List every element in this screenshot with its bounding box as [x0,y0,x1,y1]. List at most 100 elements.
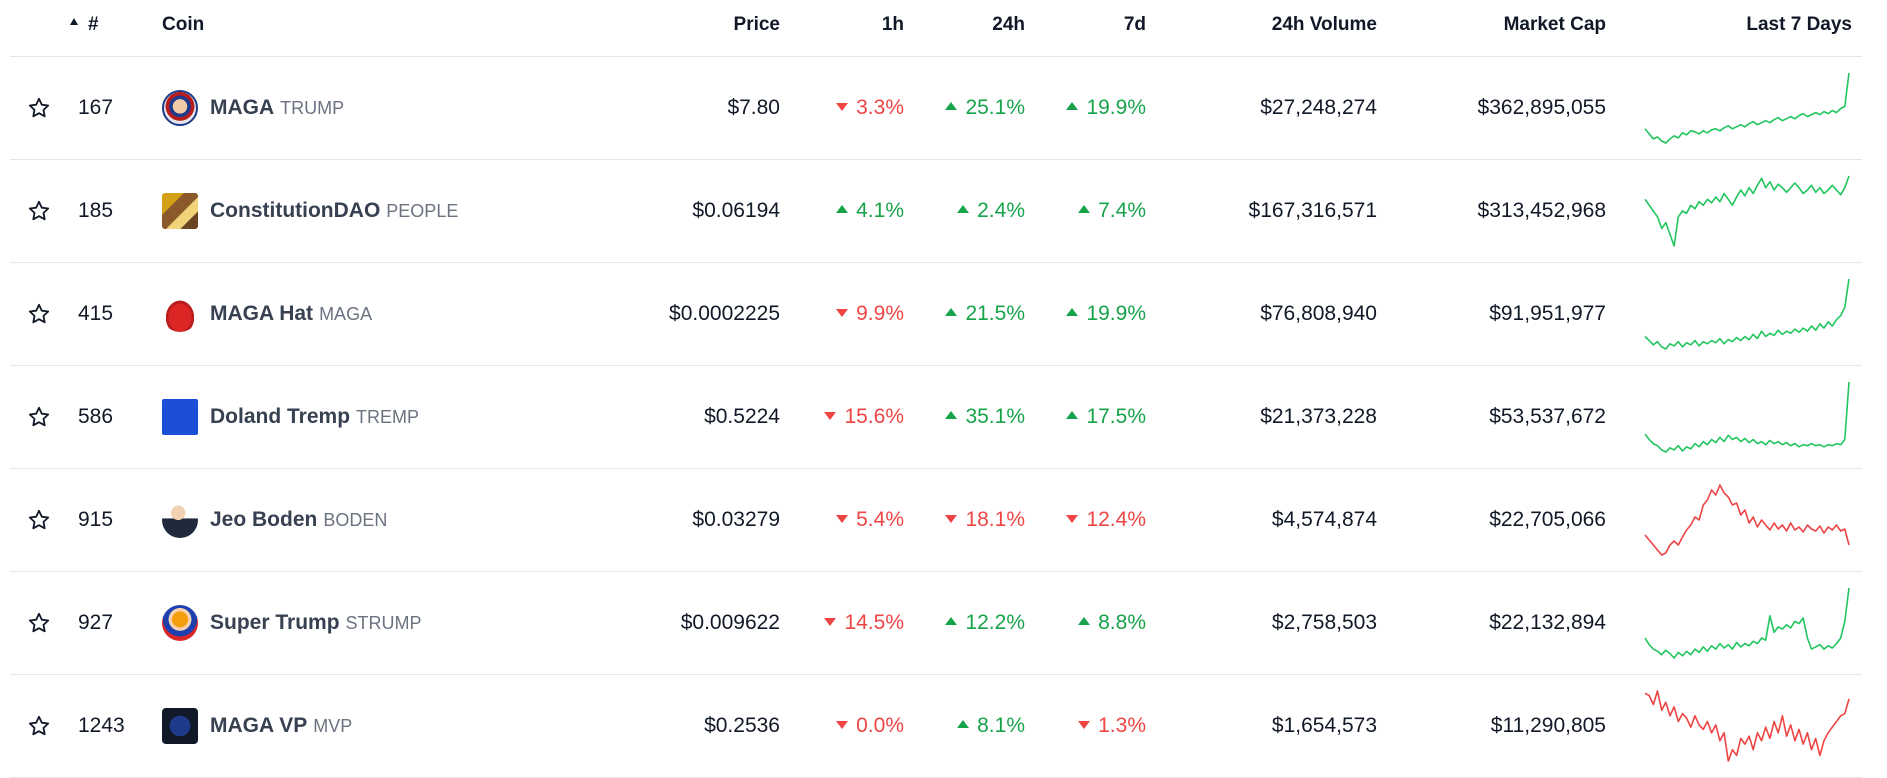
coin-link[interactable]: MAGA TRUMP [162,57,344,159]
24h-change-value: 12.2% [945,611,1025,635]
sparkline-path [1644,484,1850,556]
price-value: $0.5224 [704,405,780,428]
7d-change: 19.9% [1036,57,1146,159]
sparkline-chart [1642,366,1852,468]
coin-link[interactable]: ConstitutionDAO PEOPLE [162,160,458,262]
rank-value: 1243 [78,714,125,737]
sparkline-chart [1642,160,1852,262]
market-cap-value: $22,705,066 [1489,508,1606,531]
7d-change-value: 17.5% [1066,405,1146,429]
1h-change: 3.3% [794,57,904,159]
market-cap-value: $362,895,055 [1477,96,1606,119]
coin-logo-icon [162,193,198,229]
1h-header[interactable]: 1h [881,14,904,35]
table-header: # Coin Price 1h 24h 7d 24h Volume Market… [10,0,1862,57]
table-row[interactable]: 915 Jeo Boden BODEN $0.03279 5.4% 18.1% 12.4% $… [10,469,1862,572]
coin-name: Doland Tremp [210,405,351,428]
coin-symbol: MAGA [319,303,373,324]
coin-name: ConstitutionDAO [210,199,381,222]
star-icon[interactable] [24,469,54,571]
sparkline-path [1644,381,1850,453]
coin-link[interactable]: Super Trump STRUMP [162,572,422,674]
rank-value: 586 [78,405,114,428]
price-value: $0.0002225 [669,302,780,325]
coin-link[interactable]: MAGA Hat MAGA [162,263,372,365]
coin-name: Super Trump [210,611,340,634]
7d-header[interactable]: 7d [1123,14,1146,35]
volume-value: $2,758,503 [1271,611,1377,634]
rank-header[interactable]: # [70,14,99,36]
7d-change-value: 19.9% [1066,302,1146,326]
star-icon[interactable] [24,57,54,159]
7d-change: 12.4% [1036,469,1146,571]
24h-change-value: 2.4% [957,199,1025,223]
coin-name: MAGA VP [210,714,308,737]
24h-change-value: 35.1% [945,405,1025,429]
volume-value: $4,574,874 [1271,508,1377,531]
coin-logo-icon [162,399,198,435]
price-header[interactable]: Price [733,14,780,35]
price-value: $0.03279 [692,508,780,531]
table-row[interactable]: 415 MAGA Hat MAGA $0.0002225 9.9% 21.5% 19.9% $… [10,263,1862,366]
24h-change-value: 18.1% [945,508,1025,532]
table-body: 167 MAGA TRUMP $7.80 3.3% 25.1% 19.9% $27,248,2… [10,57,1862,778]
sparkline-chart [1642,572,1852,674]
star-icon[interactable] [24,675,54,777]
coin-header[interactable]: Coin [162,14,205,35]
market-cap-header[interactable]: Market Cap [1503,14,1606,35]
coin-logo-icon [162,296,198,332]
24h-change: 12.2% [915,572,1025,674]
star-icon[interactable] [24,263,54,365]
table-row[interactable]: 185 ConstitutionDAO PEOPLE $0.06194 4.1% 2.4%… [10,160,1862,263]
coin-logo-icon [162,605,198,641]
7d-change-value: 8.8% [1078,611,1146,635]
24h-change: 25.1% [915,57,1025,159]
volume-value: $167,316,571 [1248,199,1377,222]
sparkline-path [1644,175,1850,247]
rank-value: 167 [78,96,114,119]
1h-change-value: 0.0% [836,714,904,738]
1h-change: 5.4% [794,469,904,571]
24h-change: 21.5% [915,263,1025,365]
table-row[interactable]: 167 MAGA TRUMP $7.80 3.3% 25.1% 19.9% $27,248,2… [10,57,1862,160]
coin-link[interactable]: Doland Tremp TREMP [162,366,419,468]
sparkline-chart [1642,57,1852,159]
1h-change-value: 14.5% [824,611,904,635]
7d-change-value: 12.4% [1066,508,1146,532]
market-cap-value: $11,290,805 [1490,714,1606,737]
1h-change-value: 5.4% [836,508,904,532]
volume-value: $27,248,274 [1260,96,1377,119]
market-cap-value: $22,132,894 [1489,611,1606,634]
coin-link[interactable]: Jeo Boden BODEN [162,469,387,571]
24h-header[interactable]: 24h [992,14,1025,35]
coin-symbol: BODEN [323,509,388,530]
coin-logo-icon [162,502,198,538]
1h-change: 14.5% [794,572,904,674]
star-icon[interactable] [24,366,54,468]
24h-change: 18.1% [915,469,1025,571]
sparkline-path [1644,690,1850,762]
coin-link[interactable]: MAGA VP MVP [162,675,352,777]
24h-change-value: 25.1% [945,96,1025,120]
table-row[interactable]: 586 Doland Tremp TREMP $0.5224 15.6% 35.1% 17.… [10,366,1862,469]
last-7-days-header: Last 7 Days [1746,14,1852,35]
7d-change: 1.3% [1036,675,1146,777]
volume-header[interactable]: 24h Volume [1271,14,1377,35]
table-row[interactable]: 1243 MAGA VP MVP $0.2536 0.0% 8.1% 1.3% $1,654,… [10,675,1862,778]
sparkline-path [1644,587,1850,659]
rank-value: 185 [78,199,114,222]
coin-logo-icon [162,90,198,126]
1h-change-value: 3.3% [836,96,904,120]
7d-change: 7.4% [1036,160,1146,262]
sparkline-chart [1642,469,1852,571]
1h-change: 0.0% [794,675,904,777]
star-icon[interactable] [24,572,54,674]
coin-symbol: STRUMP [345,612,422,633]
7d-change-value: 19.9% [1066,96,1146,120]
star-icon[interactable] [24,160,54,262]
coin-name: MAGA [210,96,275,119]
table-row[interactable]: 927 Super Trump STRUMP $0.009622 14.5% 12.2% 8… [10,572,1862,675]
1h-change: 9.9% [794,263,904,365]
price-value: $0.06194 [692,199,780,222]
1h-change: 4.1% [794,160,904,262]
